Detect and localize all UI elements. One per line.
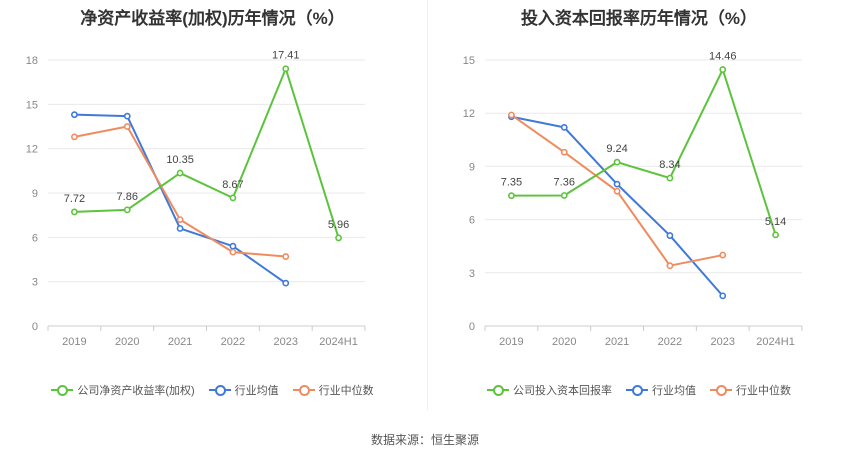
data-point	[123, 112, 131, 120]
data-point	[508, 192, 515, 200]
y-tick-label: 9	[32, 188, 38, 200]
y-tick-label: 0	[32, 321, 38, 333]
x-tick-label: 2022	[221, 336, 245, 348]
x-tick-label: 2022	[658, 336, 682, 348]
y-tick-label: 6	[32, 232, 38, 244]
legend-item[interactable]: 行业中位数	[292, 382, 374, 398]
legend-swatch	[292, 384, 315, 396]
data-point	[229, 194, 237, 202]
data-point	[560, 123, 568, 131]
data-point	[123, 206, 131, 214]
data-point	[613, 187, 621, 195]
data-label: 7.36	[554, 176, 575, 188]
data-point	[335, 234, 342, 242]
legend-label: 行业中位数	[736, 385, 791, 397]
y-tick-label: 6	[469, 215, 475, 227]
data-point	[229, 248, 237, 256]
data-point	[282, 65, 290, 73]
y-tick-label: 15	[26, 99, 38, 111]
y-tick-label: 3	[469, 268, 475, 280]
data-source-note: 数据来源：恒生聚源	[370, 433, 479, 447]
data-point	[613, 180, 621, 188]
chart-legend: 公司净资产收益率(加权) 行业均值 行业中位数	[0, 382, 425, 398]
data-point	[71, 208, 78, 216]
roic-chart-panel: 投入资本回报率历年情况（%） 0 3 6 9 12 15 2019 2020 2021 2022 2…	[428, 0, 850, 410]
y-tick-label: 0	[469, 321, 475, 333]
data-point	[666, 232, 674, 239]
data-point	[508, 111, 515, 119]
y-tick-label: 3	[32, 277, 38, 289]
roe-chart-panel: 净资产收益率(加权)历年情况（%） 0 3 6 9 12 15 18 2019 2020 2021…	[0, 0, 425, 410]
x-tick-label: 2023	[274, 336, 298, 348]
x-tick-label: 2021	[168, 336, 192, 348]
data-label: 7.86	[117, 191, 138, 203]
data-point	[560, 192, 568, 199]
legend-swatch	[626, 384, 648, 396]
panel-divider	[427, 0, 428, 410]
data-point	[772, 231, 779, 239]
legend-swatch	[208, 384, 231, 396]
data-label: 7.72	[64, 193, 85, 205]
legend-item[interactable]: 行业均值	[208, 382, 279, 398]
legend-label: 行业均值	[652, 385, 696, 397]
legend-label: 行业中位数	[318, 385, 374, 397]
y-tick-label: 12	[463, 108, 475, 120]
data-point	[176, 216, 184, 223]
legend-label: 行业均值	[234, 385, 279, 397]
legend-swatch	[51, 384, 74, 396]
data-point	[176, 225, 184, 232]
x-tick-label: 2023	[711, 336, 735, 348]
data-label: 9.24	[606, 143, 627, 155]
x-tick-label: 2020	[552, 336, 576, 348]
x-tick-label: 2020	[115, 336, 139, 348]
x-tick-label: 2019	[499, 336, 523, 348]
legend-label: 公司投入资本回报率	[513, 385, 612, 397]
x-tick-label: 2019	[62, 336, 86, 348]
x-tick-label: 2024H1	[319, 336, 358, 348]
series-line	[74, 113, 287, 284]
data-point	[666, 174, 674, 182]
legend-item[interactable]: 公司投入资本回报率	[487, 382, 612, 398]
data-point	[123, 123, 131, 130]
data-point	[282, 279, 290, 287]
data-point	[719, 292, 727, 300]
legend-label: 公司净资产收益率(加权)	[77, 385, 195, 397]
roic-line-chart: 0 3 6 9 12 15 2019 2020 2021 2022 2023 2024H1 7.35 7.…	[463, 51, 803, 348]
data-label: 8.67	[222, 179, 243, 191]
legend-swatch	[710, 384, 732, 396]
legend-item[interactable]: 公司净资产收益率(加权)	[51, 382, 195, 398]
y-tick-label: 12	[26, 144, 38, 156]
data-point	[282, 253, 290, 260]
legend-item[interactable]: 行业均值	[626, 382, 696, 398]
data-label: 7.35	[501, 177, 522, 189]
data-point	[719, 251, 727, 259]
data-point	[666, 262, 674, 270]
y-tick-label: 18	[26, 55, 38, 67]
roe-line-chart: 0 3 6 9 12 15 18 2019 2020 2021 2022 2023 2024H1 7.72…	[26, 50, 366, 348]
data-point	[613, 158, 621, 166]
x-tick-label: 2021	[605, 336, 629, 348]
legend-swatch	[487, 384, 509, 396]
data-label: 8.34	[659, 159, 680, 171]
data-point	[229, 242, 237, 250]
series-line	[511, 68, 777, 236]
chart-title: 投入资本回报率历年情况（%）	[520, 9, 758, 28]
data-point	[71, 111, 78, 119]
chart-title: 净资产收益率(加权)历年情况（%）	[80, 9, 345, 28]
data-point	[719, 66, 727, 73]
data-point	[560, 148, 568, 156]
data-label: 10.35	[166, 154, 194, 166]
series-line	[74, 67, 340, 239]
y-tick-label: 15	[463, 55, 475, 67]
data-point	[176, 169, 184, 177]
data-label: 5.96	[328, 219, 349, 231]
y-tick-label: 9	[469, 161, 475, 173]
data-label: 5.14	[765, 216, 786, 228]
data-label: 14.46	[709, 51, 737, 63]
data-point	[71, 133, 78, 141]
chart-legend: 公司投入资本回报率 行业均值 行业中位数	[428, 382, 850, 398]
data-label: 17.41	[272, 50, 300, 62]
legend-item[interactable]: 行业中位数	[710, 382, 791, 398]
x-tick-label: 2024H1	[756, 336, 795, 348]
